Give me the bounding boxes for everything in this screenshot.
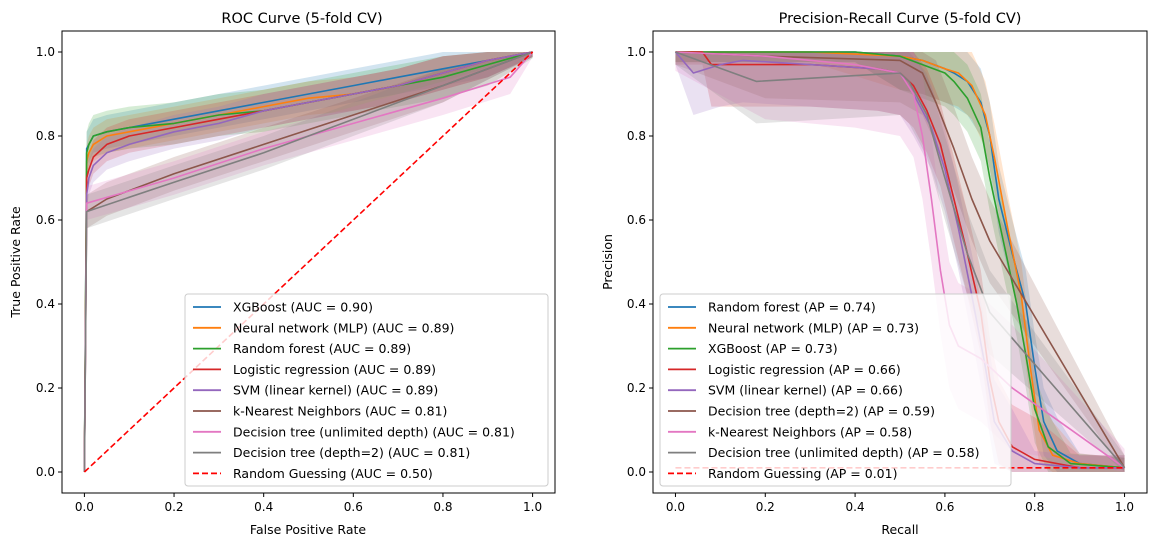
pr-y-tick-label: 0.4 bbox=[627, 297, 646, 311]
roc-legend-label: SVM (linear kernel) (AUC = 0.89) bbox=[233, 383, 438, 398]
pr-band-3 bbox=[675, 52, 1125, 472]
pr-line-3 bbox=[675, 51, 1125, 469]
roc-legend-label: XGBoost (AUC = 0.90) bbox=[233, 300, 373, 315]
pr-legend-item: Decision tree (unlimited depth) (AP = 0.… bbox=[668, 445, 979, 460]
roc-x-tick-label: 0.0 bbox=[75, 500, 94, 514]
pr-y-tick-label: 0.6 bbox=[627, 213, 646, 227]
roc-y-tick-label: 0.4 bbox=[36, 297, 55, 311]
roc-axes: ROC Curve (5-fold CV) 0.0 0.2 0.4 0.6 0.8 1.0… bbox=[8, 11, 556, 537]
pr-title: Precision-Recall Curve (5-fold CV) bbox=[779, 11, 1022, 27]
pr-legend: Random forest (AP = 0.74) Neural network … bbox=[659, 293, 1012, 487]
pr-x-tick-label: 0.6 bbox=[935, 500, 954, 514]
pr-y-tick-label: 0.8 bbox=[627, 129, 646, 143]
roc-y-tick-label: 0.8 bbox=[36, 129, 55, 143]
pr-y-ticks: 0.0 0.2 0.4 0.6 0.8 1.0 bbox=[627, 45, 653, 479]
roc-y-label: True Positive Rate bbox=[8, 206, 23, 319]
roc-x-tick-label: 0.4 bbox=[254, 500, 273, 514]
roc-legend-item: Random Guessing (AUC = 0.50) bbox=[193, 466, 433, 481]
pr-axes: Precision-Recall Curve (5-fold CV) 0.0 0.… bbox=[600, 11, 1148, 537]
roc-legend-label: Decision tree (unlimited depth) (AUC = 0… bbox=[233, 424, 515, 439]
pr-legend-label: XGBoost (AP = 0.73) bbox=[708, 341, 838, 356]
pr-y-tick-label: 0.2 bbox=[627, 381, 646, 395]
roc-legend-item: XGBoost (AUC = 0.90) bbox=[193, 300, 373, 315]
roc-legend-item: Neural network (MLP) (AUC = 0.89) bbox=[193, 320, 454, 335]
pr-legend-box bbox=[659, 293, 1012, 487]
roc-x-label: False Positive Rate bbox=[250, 522, 366, 537]
pr-legend-item: Random Guessing (AP = 0.01) bbox=[668, 466, 897, 481]
pr-legend-item: XGBoost (AP = 0.73) bbox=[668, 341, 838, 356]
pr-legend-item: Logistic regression (AP = 0.66) bbox=[668, 362, 901, 377]
roc-plot-area bbox=[83, 51, 534, 473]
pr-legend-label: Random Guessing (AP = 0.01) bbox=[708, 466, 897, 481]
pr-legend-item: Decision tree (depth=2) (AP = 0.59) bbox=[668, 404, 935, 419]
pr-legend-item: k-Nearest Neighbors (AP = 0.58) bbox=[668, 424, 912, 439]
pr-legend-item: Neural network (MLP) (AP = 0.73) bbox=[668, 320, 919, 335]
roc-frame bbox=[61, 30, 556, 494]
roc-y-tick-label: 0.6 bbox=[36, 213, 55, 227]
pr-band-7 bbox=[675, 52, 1125, 472]
roc-x-tick-label: 0.8 bbox=[433, 500, 452, 514]
roc-x-tick-label: 1.0 bbox=[523, 500, 542, 514]
pr-line-4 bbox=[674, 51, 1125, 469]
pr-y-label: Precision bbox=[600, 234, 615, 290]
pr-x-tick-label: 0.4 bbox=[846, 500, 865, 514]
pr-legend-label: Random forest (AP = 0.74) bbox=[708, 300, 876, 315]
roc-legend-label: Random Guessing (AUC = 0.50) bbox=[233, 466, 433, 481]
pr-legend-item: SVM (linear kernel) (AP = 0.66) bbox=[668, 383, 903, 398]
roc-legend-item: Decision tree (unlimited depth) (AUC = 0… bbox=[193, 424, 515, 439]
pr-x-tick-label: 0.2 bbox=[756, 500, 775, 514]
pr-x-tick-label: 1.0 bbox=[1115, 500, 1134, 514]
pr-line-1 bbox=[675, 51, 1125, 469]
pr-legend-label: k-Nearest Neighbors (AP = 0.58) bbox=[708, 424, 912, 439]
pr-y-tick-label: 1.0 bbox=[627, 45, 646, 59]
pr-x-tick-label: 0.0 bbox=[666, 500, 685, 514]
roc-legend-label: Neural network (MLP) (AUC = 0.89) bbox=[233, 320, 454, 335]
roc-legend-label: Random forest (AUC = 0.89) bbox=[233, 341, 411, 356]
roc-line-7 bbox=[83, 51, 533, 473]
roc-title: ROC Curve (5-fold CV) bbox=[221, 11, 382, 27]
pr-legend-label: Decision tree (unlimited depth) (AP = 0.… bbox=[708, 445, 979, 460]
roc-x-ticks: 0.0 0.2 0.4 0.6 0.8 1.0 bbox=[75, 493, 542, 514]
pr-frame bbox=[652, 30, 1148, 494]
pr-legend-item: Random forest (AP = 0.74) bbox=[668, 300, 876, 315]
roc-y-tick-label: 0.2 bbox=[36, 381, 55, 395]
pr-legend-label: Logistic regression (AP = 0.66) bbox=[708, 362, 901, 377]
pr-x-tick-label: 0.8 bbox=[1025, 500, 1044, 514]
roc-legend-label: Decision tree (depth=2) (AUC = 0.81) bbox=[233, 445, 470, 460]
roc-legend-item: Logistic regression (AUC = 0.89) bbox=[193, 362, 436, 377]
roc-line-8 bbox=[83, 51, 534, 473]
roc-band-6 bbox=[84, 52, 533, 472]
pr-line-2 bbox=[675, 51, 1125, 469]
pr-line-5 bbox=[675, 51, 1126, 469]
pr-legend-label: Decision tree (depth=2) (AP = 0.59) bbox=[708, 404, 935, 419]
pr-legend-label: Neural network (MLP) (AP = 0.73) bbox=[708, 320, 919, 335]
roc-legend-item: k-Nearest Neighbors (AUC = 0.81) bbox=[193, 404, 447, 419]
pr-band-4 bbox=[675, 52, 1125, 472]
roc-y-tick-label: 1.0 bbox=[36, 45, 55, 59]
pr-x-ticks: 0.0 0.2 0.4 0.6 0.8 1.0 bbox=[666, 493, 1134, 514]
pr-y-tick-label: 0.0 bbox=[627, 465, 646, 479]
roc-legend-label: Logistic regression (AUC = 0.89) bbox=[233, 362, 436, 377]
roc-legend-item: SVM (linear kernel) (AUC = 0.89) bbox=[193, 383, 438, 398]
roc-legend-item: Random forest (AUC = 0.89) bbox=[193, 341, 411, 356]
pr-legend-label: SVM (linear kernel) (AP = 0.66) bbox=[708, 383, 903, 398]
roc-legend: XGBoost (AUC = 0.90) Neural network (MLP)… bbox=[184, 293, 549, 487]
roc-y-tick-label: 0.0 bbox=[36, 465, 55, 479]
roc-legend-item: Decision tree (depth=2) (AUC = 0.81) bbox=[193, 445, 470, 460]
pr-band-6 bbox=[675, 52, 1125, 472]
roc-legend-box bbox=[184, 293, 549, 487]
pr-line-7 bbox=[675, 51, 1126, 469]
pr-plot-area bbox=[674, 51, 1126, 472]
pr-x-label: Recall bbox=[881, 522, 918, 537]
roc-band-5 bbox=[84, 52, 533, 472]
roc-x-tick-label: 0.2 bbox=[164, 500, 183, 514]
roc-legend-label: k-Nearest Neighbors (AUC = 0.81) bbox=[233, 404, 447, 419]
roc-y-ticks: 0.0 0.2 0.4 0.6 0.8 1.0 bbox=[36, 45, 62, 479]
roc-x-tick-label: 0.6 bbox=[344, 500, 363, 514]
roc-line-2 bbox=[83, 51, 533, 473]
roc-line-4 bbox=[83, 51, 533, 473]
